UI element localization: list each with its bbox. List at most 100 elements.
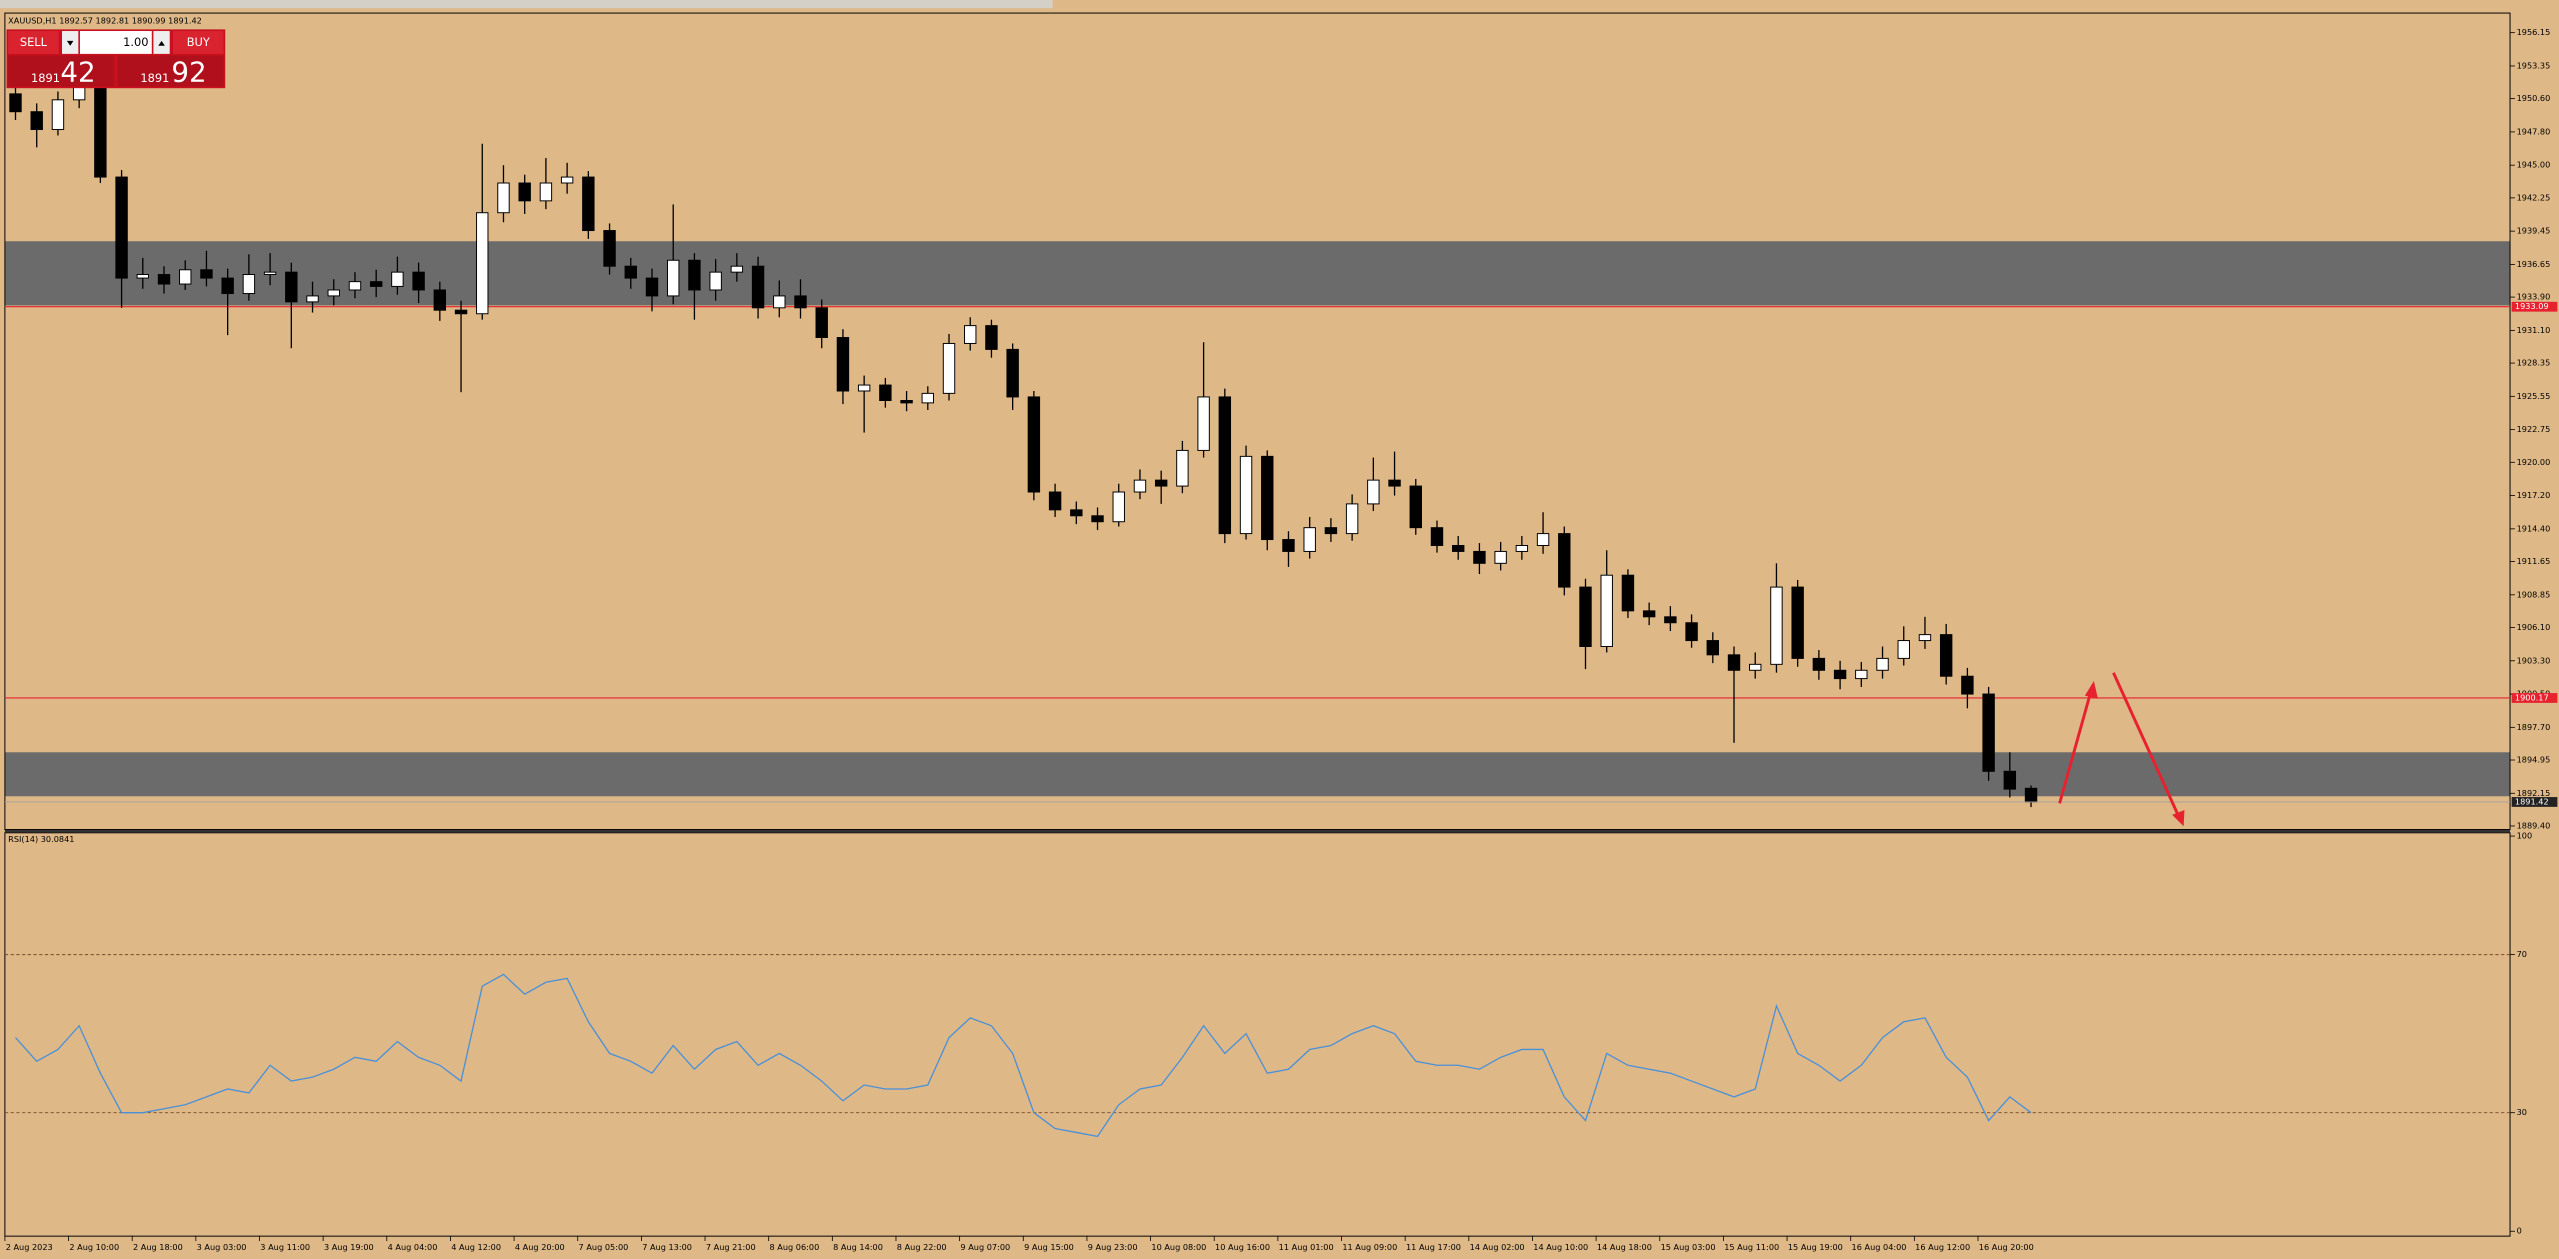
y-tick-label: 1945.00 <box>2517 160 2551 170</box>
y-tick-label: 1939.45 <box>2517 226 2551 236</box>
candle-body <box>1218 396 1232 535</box>
zone <box>4 752 2511 797</box>
candle-body <box>1600 574 1613 648</box>
y-tick-label: 1917.20 <box>2517 490 2551 500</box>
candle-body <box>51 99 65 131</box>
y-tick-label: 1920.00 <box>2517 457 2551 467</box>
arrows <box>2058 672 2185 827</box>
candle-body <box>348 281 362 291</box>
y-tick-label: 30 <box>2517 1107 2527 1117</box>
x-tick-label: 14 Aug 18:00 <box>1597 1242 1652 1252</box>
x-tick-label: 8 Aug 06:00 <box>769 1242 819 1252</box>
y-tick-label: 1908.85 <box>2517 589 2551 599</box>
y-tick-label: 1942.25 <box>2517 192 2551 202</box>
lot-input[interactable] <box>79 31 152 54</box>
candle-body <box>1706 640 1720 656</box>
sell-label: SELL <box>20 35 48 49</box>
candle-body <box>1154 479 1168 487</box>
y-tick-label: 1922.75 <box>2517 424 2551 434</box>
x-tick-label: 14 Aug 02:00 <box>1470 1242 1525 1252</box>
x-tick-label: 10 Aug 16:00 <box>1215 1242 1270 1252</box>
bid-tag-label: 1891.42 <box>2515 796 2549 806</box>
candle-body <box>242 274 256 295</box>
arrow-down <box>66 40 74 46</box>
candle-body <box>1749 663 1762 671</box>
candle-body <box>900 400 913 404</box>
candle-body <box>9 93 22 113</box>
buy-label: BUY <box>187 35 210 49</box>
x-tick-label: 4 Aug 20:00 <box>515 1242 565 1252</box>
candle-body <box>964 325 977 344</box>
candle-body <box>433 289 447 311</box>
buy-button[interactable] <box>172 31 224 54</box>
candle-body <box>476 212 489 315</box>
candle-body <box>560 176 574 184</box>
candle-body <box>136 274 150 279</box>
candle-body <box>1515 545 1529 552</box>
up-arrowhead <box>2084 680 2098 699</box>
candle-body <box>1388 479 1401 487</box>
candle-body <box>1664 616 1677 624</box>
down-arrow <box>2112 672 2181 818</box>
candle-body <box>1685 622 1698 642</box>
candle-body <box>1176 449 1189 487</box>
price-tag <box>2511 301 2558 312</box>
y-tick-label: 1950.60 <box>2517 93 2551 103</box>
candle-body <box>1833 669 1847 680</box>
candle-body <box>497 182 510 214</box>
candle-body <box>773 295 786 309</box>
candle-body <box>1855 669 1868 680</box>
candle-body <box>624 265 637 279</box>
candle-body <box>94 81 107 178</box>
y-tick-label: 1906.10 <box>2517 622 2551 632</box>
x-tick-label: 3 Aug 19:00 <box>324 1242 374 1252</box>
bid-tag <box>2511 797 2558 807</box>
candle-body <box>1345 503 1359 535</box>
sell-price-box[interactable] <box>8 55 115 87</box>
candle-body <box>1939 634 1953 677</box>
x-tick-label: 7 Aug 21:00 <box>706 1242 756 1252</box>
x-tick-label: 16 Aug 04:00 <box>1852 1242 1907 1252</box>
sell-button[interactable] <box>8 31 59 54</box>
candle-body <box>1261 455 1274 541</box>
x-tick-label: 4 Aug 04:00 <box>388 1242 438 1252</box>
candle-body <box>391 271 404 287</box>
candle-body <box>1812 657 1826 671</box>
y-tick-label: 1953.35 <box>2517 60 2551 70</box>
candle-body <box>1282 539 1295 552</box>
candle-body <box>1642 610 1656 618</box>
candle-body <box>285 271 298 303</box>
candle-body <box>1367 479 1380 505</box>
buy-prefix: 1891 <box>140 71 169 85</box>
candle-body <box>1452 545 1465 552</box>
sell-prefix: 1891 <box>31 71 60 85</box>
y-tick-label: 1956.15 <box>2517 27 2551 37</box>
x-tick-label: 10 Aug 08:00 <box>1151 1242 1206 1252</box>
zone <box>4 241 2511 306</box>
candle-body <box>1091 515 1104 523</box>
candle-body <box>412 271 425 291</box>
candle-body <box>30 111 43 131</box>
candle-body <box>1897 640 1910 659</box>
candle-body <box>751 265 765 309</box>
y-tick-label: 1931.10 <box>2517 325 2551 335</box>
candle-body <box>667 259 680 297</box>
arrow-up <box>158 40 165 46</box>
candle-body <box>1558 533 1571 588</box>
candle-body <box>1112 491 1125 523</box>
candle-body <box>1918 634 1932 642</box>
x-tick-label: 14 Aug 10:00 <box>1533 1242 1588 1252</box>
candle-body <box>730 265 744 273</box>
sell-pips: 42 <box>60 55 95 88</box>
candle-body <box>815 307 828 339</box>
rsi-frame <box>4 832 2511 1237</box>
buy-price-box[interactable] <box>117 55 224 87</box>
rsi-line <box>15 973 2032 1138</box>
candle-body <box>1133 479 1147 493</box>
candle-body <box>985 325 998 350</box>
candle-body <box>1579 586 1592 648</box>
candle-body <box>836 337 850 392</box>
down-arrowhead <box>2172 809 2185 827</box>
candle-body <box>582 176 595 232</box>
